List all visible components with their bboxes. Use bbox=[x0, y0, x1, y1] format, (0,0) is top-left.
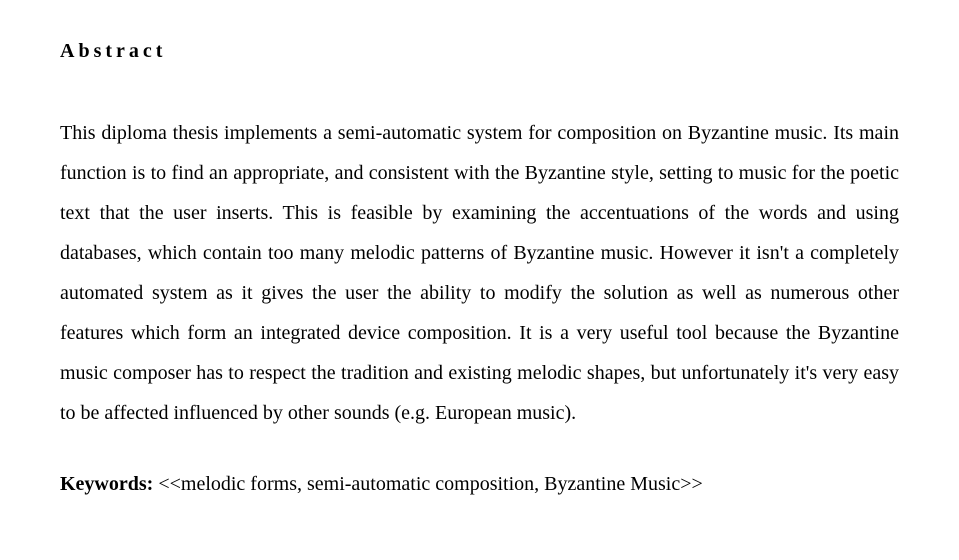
keywords-label: Keywords: bbox=[60, 473, 153, 495]
abstract-heading: Abstract bbox=[60, 40, 899, 63]
abstract-body: This diploma thesis implements a semi-au… bbox=[60, 113, 899, 433]
keywords-line: Keywords: <<melodic forms, semi-automati… bbox=[60, 473, 899, 496]
keywords-value: <<melodic forms, semi-automatic composit… bbox=[153, 473, 702, 495]
